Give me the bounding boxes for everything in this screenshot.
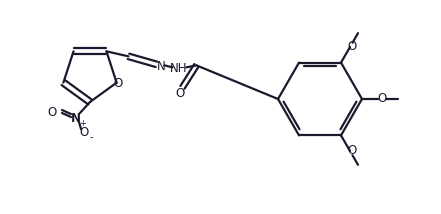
Text: N: N bbox=[157, 60, 166, 73]
Text: -: - bbox=[89, 132, 93, 142]
Text: O: O bbox=[176, 87, 185, 100]
Text: O: O bbox=[348, 144, 357, 158]
Text: N: N bbox=[71, 111, 81, 125]
Text: O: O bbox=[377, 92, 387, 106]
Text: +: + bbox=[79, 119, 86, 128]
Text: O: O bbox=[348, 40, 357, 53]
Text: O: O bbox=[47, 106, 56, 119]
Text: O: O bbox=[113, 77, 122, 90]
Text: NH: NH bbox=[170, 62, 187, 75]
Text: O: O bbox=[79, 125, 89, 138]
